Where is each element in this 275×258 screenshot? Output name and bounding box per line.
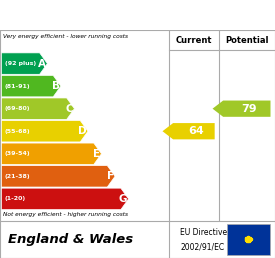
Text: (69-80): (69-80) <box>5 106 30 111</box>
Text: 2002/91/EC: 2002/91/EC <box>180 242 224 251</box>
Polygon shape <box>1 188 128 209</box>
Text: EU Directive: EU Directive <box>180 228 227 237</box>
Text: Current: Current <box>176 36 212 45</box>
Text: (92 plus): (92 plus) <box>5 61 36 66</box>
Text: England & Wales: England & Wales <box>8 233 133 246</box>
Text: 64: 64 <box>188 126 204 136</box>
Text: Not energy efficient - higher running costs: Not energy efficient - higher running co… <box>3 212 128 217</box>
Bar <box>227 224 270 255</box>
Text: 79: 79 <box>241 104 257 114</box>
Polygon shape <box>1 166 115 187</box>
Text: Energy Efficiency Rating: Energy Efficiency Rating <box>8 8 210 23</box>
Text: (21-38): (21-38) <box>5 174 30 179</box>
Polygon shape <box>1 98 75 119</box>
Text: (55-68): (55-68) <box>5 129 30 134</box>
Text: Potential: Potential <box>225 36 269 45</box>
Text: (1-20): (1-20) <box>5 196 26 201</box>
Text: B: B <box>51 81 59 91</box>
Polygon shape <box>213 101 271 117</box>
Text: Very energy efficient - lower running costs: Very energy efficient - lower running co… <box>3 34 128 39</box>
Polygon shape <box>1 53 47 74</box>
Text: A: A <box>38 59 46 69</box>
Polygon shape <box>1 75 61 97</box>
Text: (81-91): (81-91) <box>5 84 30 89</box>
Polygon shape <box>1 120 88 142</box>
Text: E: E <box>93 149 100 159</box>
Text: D: D <box>78 126 87 136</box>
Text: G: G <box>119 194 127 204</box>
Polygon shape <box>1 143 101 164</box>
Text: C: C <box>65 104 73 114</box>
Polygon shape <box>163 123 215 139</box>
Text: (39-54): (39-54) <box>5 151 30 156</box>
Text: F: F <box>106 171 114 181</box>
